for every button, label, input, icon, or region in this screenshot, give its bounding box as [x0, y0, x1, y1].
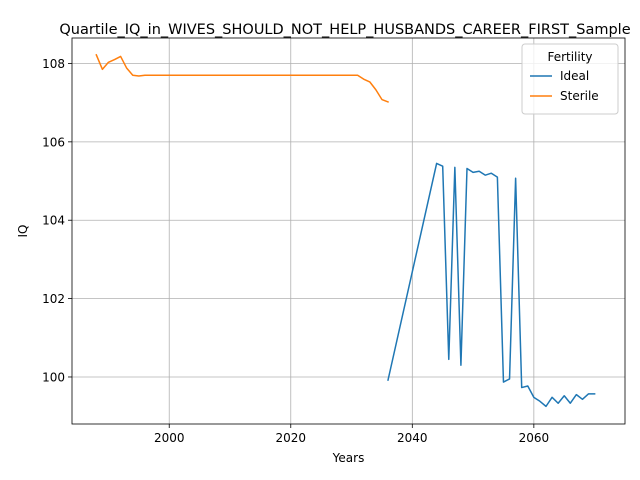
legend-label-sterile: Sterile: [560, 89, 599, 103]
legend-label-ideal: Ideal: [560, 69, 589, 83]
x-tick-label: 2040: [397, 431, 428, 445]
x-tick-label: 2000: [154, 431, 185, 445]
y-tick-label: 102: [42, 292, 65, 306]
y-tick-label: 100: [42, 370, 65, 384]
x-tick-label: 2020: [275, 431, 306, 445]
y-tick-label: 106: [42, 135, 65, 149]
y-axis-label: IQ: [16, 225, 30, 238]
chart-title: Quartile_IQ_in_WIVES_SHOULD_NOT_HELP_HUS…: [59, 22, 630, 38]
x-tick-label: 2060: [519, 431, 550, 445]
y-tick-label: 104: [42, 214, 65, 228]
legend-title: Fertility: [547, 50, 592, 64]
y-tick-label: 108: [42, 57, 65, 71]
legend: Fertility Ideal Sterile: [522, 44, 618, 114]
x-axis-label: Years: [332, 451, 365, 465]
